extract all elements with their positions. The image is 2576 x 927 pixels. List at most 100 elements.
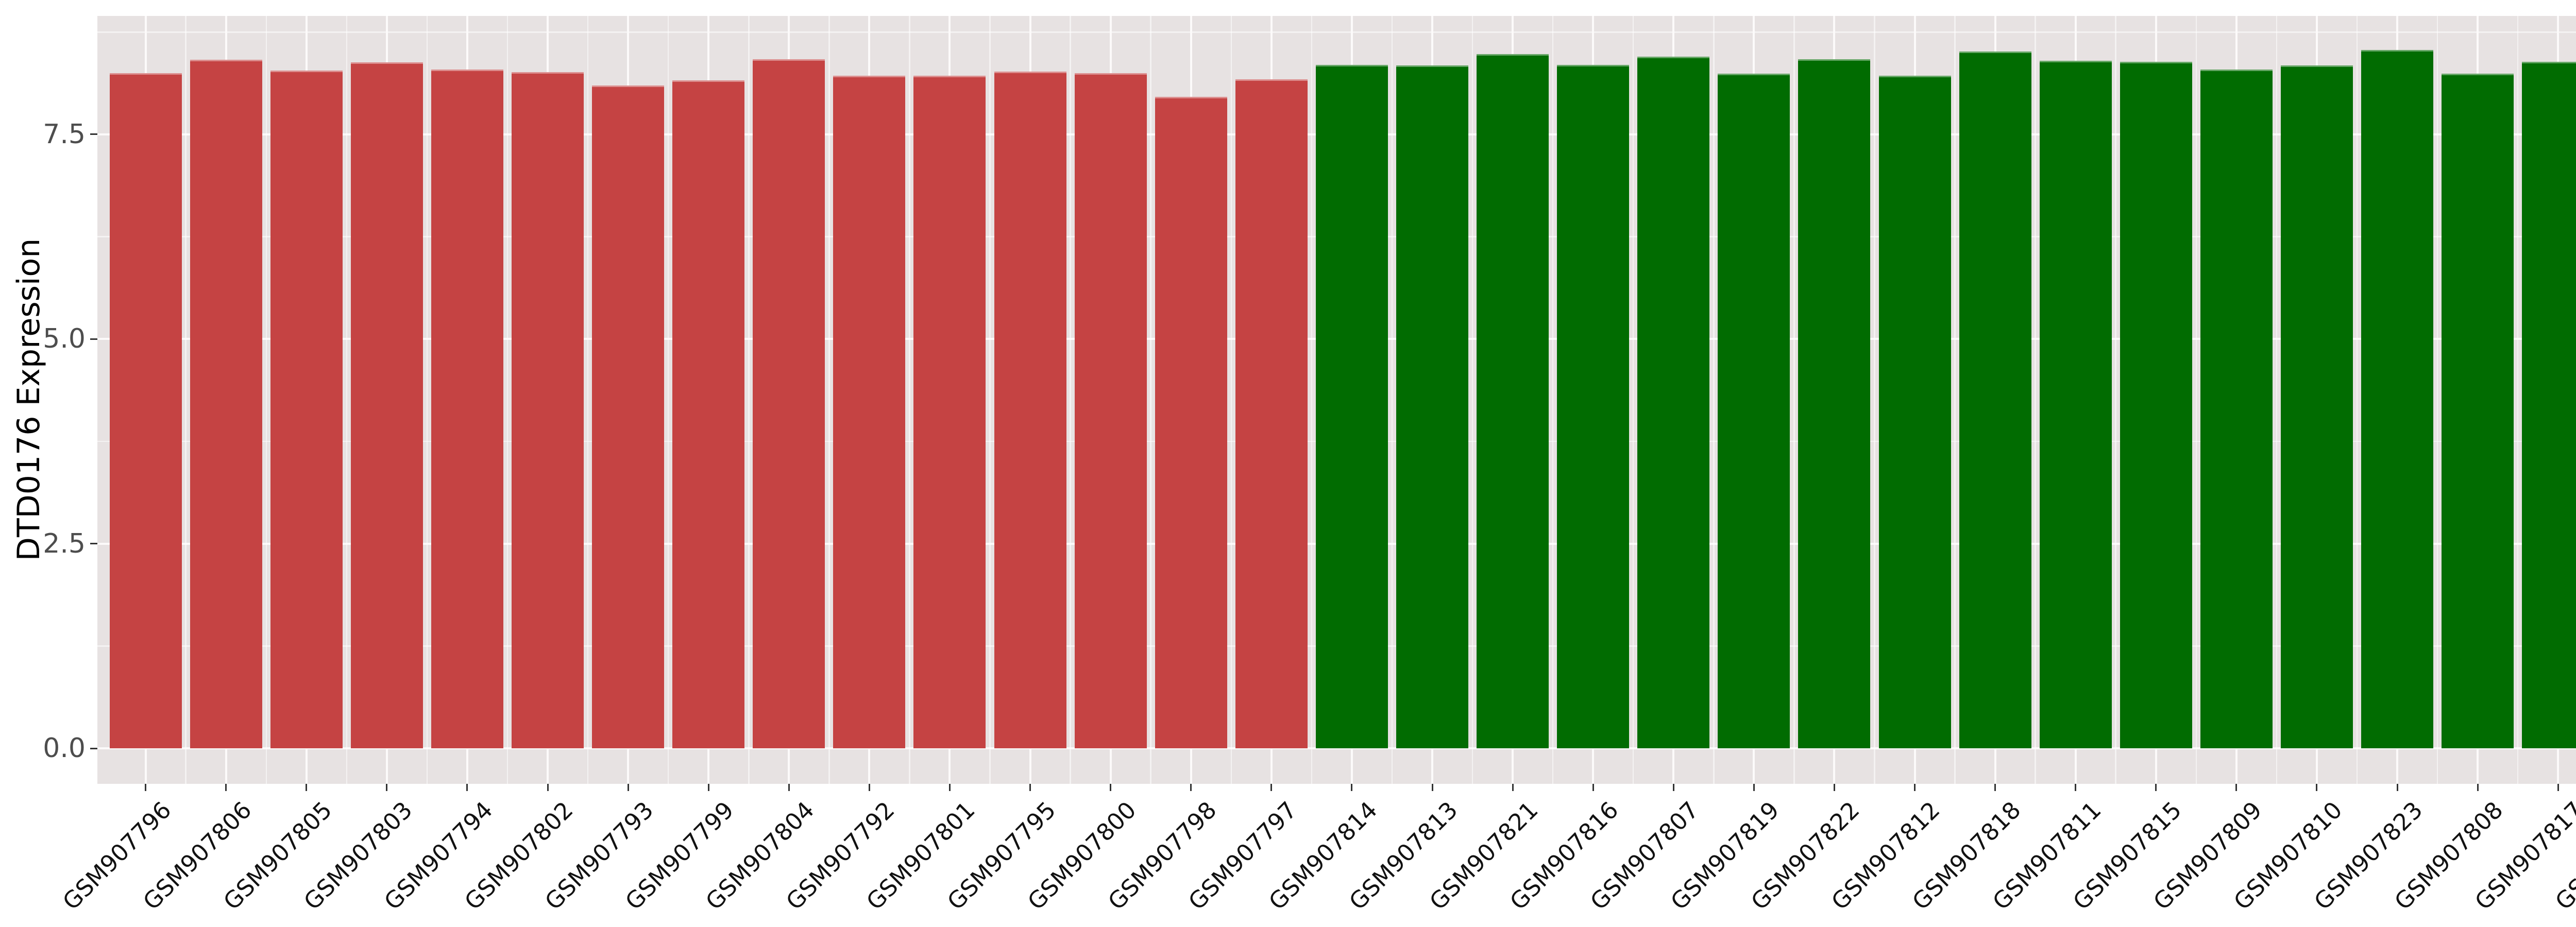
x-tick-mark [1351, 784, 1353, 791]
x-tick-mark [2155, 784, 2157, 791]
gridline-minor-h [97, 31, 2576, 33]
gridline-minor-v [1070, 16, 1071, 784]
gridline-minor-v [587, 16, 589, 784]
x-tick-mark [306, 784, 308, 791]
x-tick-mark [2075, 784, 2077, 791]
bar-GSM907817 [2522, 61, 2576, 748]
bar-GSM907815 [2120, 61, 2192, 748]
bar-GSM907816 [1557, 64, 1630, 748]
x-tick-mark [627, 784, 629, 791]
bar-GSM907793 [592, 85, 665, 748]
gridline-minor-v [1954, 16, 1956, 784]
gridline-minor-v [346, 16, 348, 784]
bar-GSM907800 [1074, 73, 1147, 748]
x-tick-mark [2316, 784, 2318, 791]
gridline-minor-v [1311, 16, 1313, 784]
gridline-minor-v [1793, 16, 1795, 784]
y-tick-mark [90, 338, 97, 340]
x-tick-mark [1512, 784, 1514, 791]
x-tick-mark [1833, 784, 1835, 791]
gridline-minor-v [1471, 16, 1473, 784]
y-tick-label: 0.0 [43, 733, 86, 764]
y-tick-mark [90, 747, 97, 749]
bar-GSM907794 [431, 70, 503, 749]
y-tick-label: 7.5 [43, 118, 86, 150]
bar-GSM907795 [994, 71, 1066, 748]
gridline-minor-v [1150, 16, 1151, 784]
gridline-minor-v [2436, 16, 2438, 784]
gridline-minor-v [748, 16, 750, 784]
gridline-minor-v [2276, 16, 2278, 784]
gridline-minor-v [1874, 16, 1875, 784]
y-tick-label: 2.5 [43, 528, 86, 559]
bar-GSM907821 [1477, 54, 1549, 748]
chart-panel [97, 16, 2576, 784]
bar-GSM907814 [1315, 64, 1388, 748]
gridline-minor-v [2356, 16, 2358, 784]
bar-GSM907812 [1878, 75, 1951, 749]
bar-GSM907818 [1959, 52, 2031, 749]
x-tick-mark [225, 784, 227, 791]
x-tick-mark [1431, 784, 1433, 791]
bar-GSM907813 [1396, 65, 1468, 748]
gridline-minor-v [426, 16, 428, 784]
x-tick-mark [1672, 784, 1674, 791]
x-tick-mark [1994, 784, 1996, 791]
x-tick-mark [1753, 784, 1755, 791]
gridline-minor-v [2195, 16, 2197, 784]
gridline-minor-v [1632, 16, 1634, 784]
x-tick-mark [466, 784, 468, 791]
bar-GSM907803 [350, 62, 423, 748]
bar-GSM907792 [833, 75, 906, 749]
y-tick-label: 5.0 [43, 323, 86, 355]
bar-GSM907809 [2200, 70, 2273, 749]
x-tick-mark [547, 784, 549, 791]
x-tick-mark [948, 784, 951, 791]
x-tick-mark [1914, 784, 1916, 791]
x-tick-mark [1592, 784, 1594, 791]
y-axis-title: DTD0176 Expression [11, 238, 47, 561]
bar-GSM907822 [1798, 59, 1871, 748]
x-tick-mark [707, 784, 709, 791]
x-tick-mark [2557, 784, 2559, 791]
bar-GSM907802 [512, 72, 584, 749]
bar-GSM907819 [1718, 74, 1790, 748]
y-tick-mark [90, 133, 97, 135]
gridline-minor-v [2035, 16, 2036, 784]
gridline-minor-v [1391, 16, 1393, 784]
x-tick-mark [1190, 784, 1192, 791]
bar-GSM907801 [913, 75, 986, 749]
bar-GSM907808 [2442, 74, 2514, 748]
gridline-minor-v [1552, 16, 1554, 784]
bar-GSM907797 [1235, 79, 1308, 748]
x-tick-mark [386, 784, 388, 791]
bar-GSM907811 [2039, 60, 2112, 749]
bar-GSM907799 [672, 80, 745, 748]
gridline-minor-v [185, 16, 187, 784]
bar-GSM907798 [1155, 96, 1227, 748]
bar-GSM907807 [1637, 56, 1710, 748]
x-tick-mark [1110, 784, 1112, 791]
y-tick-mark [90, 543, 97, 545]
gridline-minor-v [1713, 16, 1715, 784]
gridline-minor-v [2517, 16, 2519, 784]
bar-GSM907806 [190, 60, 262, 748]
gridline-minor-v [909, 16, 910, 784]
bar-GSM907810 [2280, 65, 2353, 748]
x-tick-mark [1270, 784, 1273, 791]
gridline-minor-v [667, 16, 669, 784]
bar-GSM907823 [2361, 50, 2433, 748]
bar-GSM907805 [270, 71, 343, 748]
bar-GSM907796 [109, 73, 182, 748]
x-tick-mark [2396, 784, 2398, 791]
x-tick-mark [145, 784, 147, 791]
x-tick-mark [2235, 784, 2238, 791]
bar-GSM907804 [753, 59, 825, 748]
x-tick-mark [1029, 784, 1031, 791]
x-tick-mark [788, 784, 790, 791]
gridline-minor-v [265, 16, 267, 784]
x-tick-mark [2477, 784, 2479, 791]
gridline-minor-v [989, 16, 991, 784]
x-tick-mark [868, 784, 870, 791]
